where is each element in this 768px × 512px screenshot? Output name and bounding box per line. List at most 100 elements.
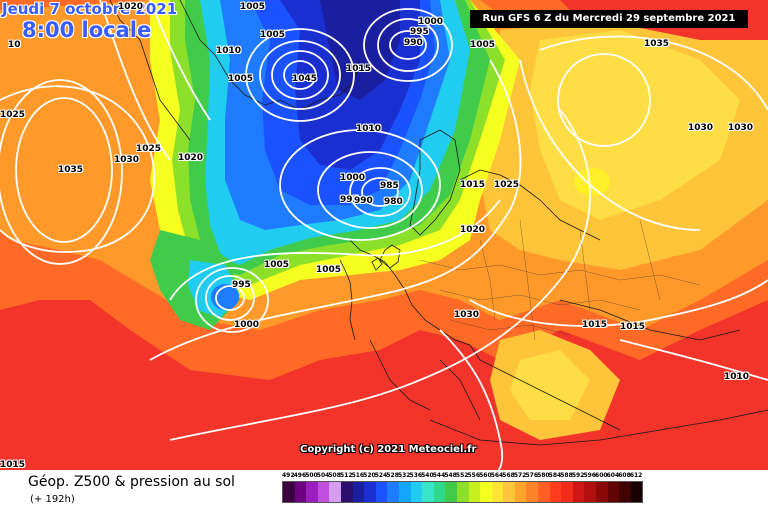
legend-swatch [480,482,492,502]
isobar-label: 1005 [316,265,342,275]
legend-value: 572 [513,472,527,479]
british-isles [379,244,401,269]
legend-swatch [630,482,643,502]
europe-coast [349,239,621,431]
isobar-label: 1030 [688,123,714,133]
isobar-label: 1015 [620,322,646,332]
legend-value: 512 [339,472,353,479]
border-line-2 [439,289,641,311]
isobar-front-2 [149,59,522,361]
forecast-lead-time: (+ 192h) [30,494,75,505]
field-west-high [0,70,130,240]
legend-swatch [352,482,365,502]
isobar-label: 1005 [228,74,254,84]
border-line-1 [419,259,701,286]
legend-swatch [561,482,573,502]
legend-swatch [306,482,318,502]
isobar-1010-south [619,339,768,381]
isobar-label: 1020 [460,225,486,235]
legend-swatch [468,482,481,502]
baltic-russia [459,169,601,241]
legend-swatch [456,482,469,502]
isobar-label: 1005 [470,40,496,50]
isobar-label: 1015 [582,320,608,330]
isobar-label: 1000 [340,173,366,183]
isobar-north-low-3 [363,8,453,82]
isobar-label: 995 [340,195,359,205]
legend-swatch [607,482,620,502]
legend-value: 516 [351,472,365,479]
legend-value: 564 [490,472,504,479]
isobar-atlantic-low-3 [195,267,269,333]
border-line-7 [639,219,661,301]
isobar-label: 985 [380,181,399,191]
legend-swatch [491,482,504,502]
border-line-5 [519,219,536,341]
isobar-greenland-high-3 [283,60,317,90]
legend-value: 600 [595,472,608,479]
legend-value: 604 [606,472,620,479]
italy [439,359,481,421]
legend-value: 532 [397,472,411,479]
product-title: Géop. Z500 & pression au sol [28,474,235,490]
geopotential-field [0,0,768,470]
isobar-label: 1005 [240,2,266,12]
isobar-1015-south [469,279,768,327]
legend-value: 556 [467,472,481,479]
isobar-label: 1015 [460,180,486,190]
legend-swatch [340,482,353,502]
isobar-label: 1030 [728,123,754,133]
legend-swatch [375,482,388,502]
legend-swatch [387,482,399,502]
legend-swatches [282,481,644,503]
isobar-central-low-3 [317,151,423,229]
legend-value: 524 [374,472,388,479]
legend-swatch [422,482,434,502]
isobar-northwest-2 [149,0,211,121]
isobar-1020 [169,109,591,441]
isobar-label: 1025 [136,144,162,154]
isobar-label: 1000 [418,17,444,27]
isobar-central-low-4 [279,129,441,241]
north-america-coast [109,0,191,141]
forecast-time: 8:00 locale [22,18,152,42]
legend-swatch [317,482,330,502]
legend-value: 596 [583,472,596,479]
isobar-label: 1000 [234,320,260,330]
legend-swatch [596,482,608,502]
copyright-text: Copyright (c) 2021 Meteociel.fr [300,444,477,455]
legend-swatch [526,482,539,502]
legend-swatch [294,482,307,502]
run-info: Run GFS 6 Z du Mercredi 29 septembre 202… [470,10,748,28]
isobar-label: 1015 [346,64,372,74]
isobar-greenland-high-2 [271,50,329,100]
legend-value: 548 [444,472,457,479]
isobar-label: 990 [354,196,373,206]
legend-swatch [538,482,550,502]
weather-map: Jeudi 7 octobre 2021 8:00 locale Run GFS… [0,0,768,470]
isobar-label: 1035 [58,165,84,175]
legend-value: 568 [502,472,515,479]
isobar-label: 995 [410,27,429,37]
legend-swatch [514,482,527,502]
north-africa-coast [429,409,768,446]
greenland-coast [179,0,361,111]
legend-swatch [619,482,631,502]
isobar-label: 1005 [264,260,290,270]
isobar-label: 1030 [454,310,480,320]
legend-value: 552 [455,472,469,479]
isobar-east-high-2 [539,35,768,111]
isobar-label: 1025 [494,180,520,190]
isobar-northwest [99,0,171,161]
legend-swatch [445,482,457,502]
legend-value: 588 [560,472,573,479]
isobar-label: 990 [404,38,423,48]
legend-value: 536 [409,472,423,479]
legend-swatch [283,482,295,502]
isobar-central-low-2 [361,177,399,207]
legend-value: 544 [432,472,446,479]
isobar-label: 1020 [178,153,204,163]
iberia [369,339,431,411]
legend-swatch [410,482,423,502]
